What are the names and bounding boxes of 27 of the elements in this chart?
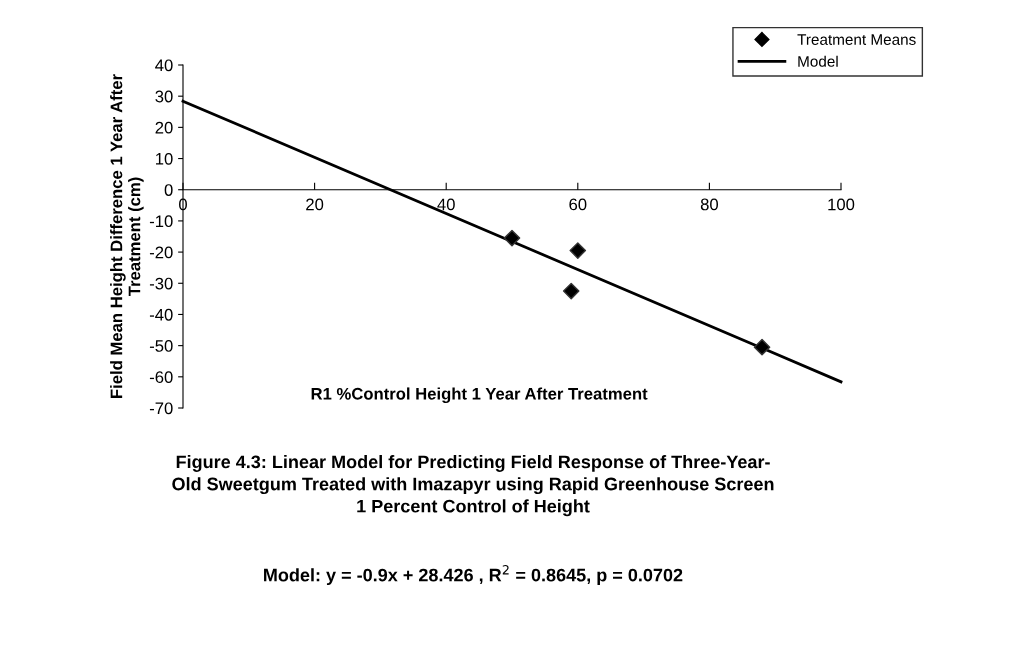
y-tick-label: -10 — [149, 215, 173, 228]
y-axis-title: Field Mean Height Difference 1 Year After Treatment (cm) — [110, 74, 144, 398]
text: Model: y = -0.9x + 28.426 , R$^{2}$ = 0.8645, p = 0.0702 — [264, 565, 683, 586]
x-tick-label: 80 — [700, 198, 719, 211]
y-tick-label: 0 — [164, 184, 173, 196]
y-tick-label: -60 — [149, 371, 173, 384]
point — [753, 338, 771, 356]
y-tick-label: 10 — [156, 152, 173, 165]
legend-label: Model — [798, 55, 838, 67]
y-tick-label: -70 — [149, 402, 173, 415]
y-tick-label: -40 — [149, 308, 173, 321]
x-tick-label: 20 — [306, 198, 324, 211]
point — [503, 229, 521, 247]
y-tick-label: 40 — [155, 59, 173, 72]
point — [569, 242, 587, 259]
y-tick-label: 30 — [155, 90, 173, 103]
point — [562, 282, 580, 300]
x-tick-label: 60 — [569, 198, 587, 211]
y-tick-label: -50 — [149, 340, 173, 352]
legend-label: Treatment Means — [797, 34, 916, 45]
y-tick-label: 20 — [155, 121, 173, 134]
caption: Figure 4.3: Linear Model for Predicting Field Response of Three-Year- Old Sweetgum Treated with Imazapyr using Rapid Greenhouse Screen 1 Percent Control of Height — [172, 455, 774, 517]
y-tick-label: -20 — [149, 246, 173, 259]
x-tick-label: 100 — [828, 198, 855, 211]
y-tick-label: -30 — [149, 277, 173, 290]
x-tick-label: 40 — [437, 198, 455, 211]
x-axis-title: R1 %Control Height 1 Year After Treatment — [311, 387, 648, 404]
